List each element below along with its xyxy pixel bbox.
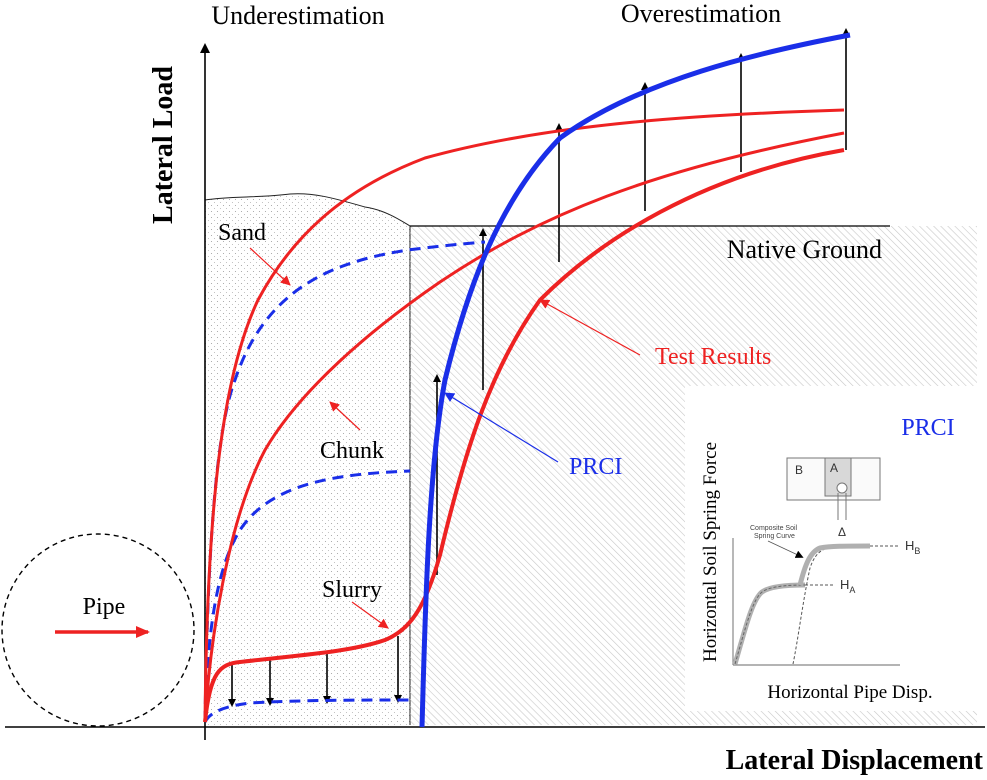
- inset-composite-label-2: Spring Curve: [754, 533, 795, 540]
- inset-hb-curve: [792, 545, 870, 665]
- inset-title: PRCI: [901, 415, 954, 441]
- inset-hb-label: HB: [905, 538, 920, 556]
- chunk-label: Chunk: [320, 438, 384, 464]
- inset-delta-label: Δ: [838, 525, 846, 539]
- chunk-curve: [203, 131, 845, 723]
- sand-leader: [249, 247, 291, 286]
- test-results-label: Test Results: [655, 344, 771, 370]
- prci-leader: [444, 392, 559, 463]
- native-ground-label: Native Ground: [727, 235, 882, 264]
- x-axis-label: Lateral Displacement: [726, 745, 984, 776]
- inset-box-b-label: B: [795, 463, 803, 477]
- prci-curve: [419, 32, 851, 728]
- chunk-leader: [329, 401, 361, 431]
- sand-curve: [203, 108, 845, 723]
- sand-label: Sand: [218, 220, 266, 246]
- test-results-leader: [539, 299, 641, 356]
- inset-pipe-circle: [836, 482, 848, 494]
- inset-ha-label: HA: [840, 577, 855, 595]
- inset-panel: PRCI Horizontal Soil Spring Force Horizo…: [685, 386, 980, 711]
- inset-y-label: Horizontal Soil Spring Force: [700, 442, 721, 662]
- inset-box-a-label: A: [830, 461, 838, 475]
- underestimation-label: Underestimation: [211, 1, 384, 30]
- inset-x-label: Horizontal Pipe Disp.: [767, 682, 932, 703]
- pipe: [1, 533, 195, 727]
- leader-lines: [249, 247, 641, 629]
- inset-composite-label-1: Composite Soil: [750, 525, 798, 532]
- y-axis-label: Lateral Load: [148, 66, 179, 224]
- test-result-curves: [203, 108, 845, 723]
- prci-chunk-curve: [203, 469, 411, 723]
- slurry-label: Slurry: [322, 577, 382, 603]
- slurry-curve: [203, 148, 845, 723]
- pipe-label: Pipe: [83, 594, 126, 620]
- slurry-leader: [351, 601, 389, 629]
- overestimation-label: Overestimation: [621, 0, 781, 28]
- prci-label: PRCI: [569, 454, 622, 480]
